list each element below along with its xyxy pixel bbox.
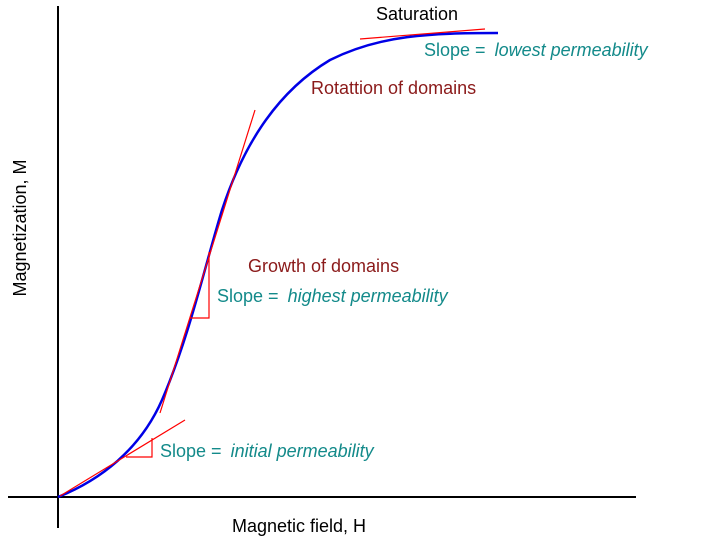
magnetization-curve xyxy=(57,31,499,499)
x-axis-label: Magnetic field, H xyxy=(232,516,367,536)
highest-slope-triangle xyxy=(190,252,210,319)
initial-slope-triangle xyxy=(126,438,153,458)
initial-tangent-line xyxy=(59,419,186,497)
slope-highest-label: Slope = highest permeability xyxy=(217,285,448,307)
lowest-permeability-text: lowest permeability xyxy=(494,40,648,60)
slope-lowest-label: Slope = lowest permeability xyxy=(424,39,648,61)
lowest-tangent-line xyxy=(359,28,486,40)
slope-prefix: Slope = xyxy=(160,441,222,461)
slope-prefix: Slope = xyxy=(424,40,486,60)
rotation-of-domains-label: Rotattion of domains xyxy=(311,78,477,98)
highest-tangent-line xyxy=(159,109,256,414)
highest-permeability-text: highest permeability xyxy=(287,286,448,306)
slope-prefix: Slope = xyxy=(217,286,279,306)
initial-permeability-text: initial permeability xyxy=(230,441,374,461)
slope-initial-label: Slope = initial permeability xyxy=(160,440,374,462)
growth-of-domains-label: Growth of domains xyxy=(248,256,400,276)
saturation-label: Saturation xyxy=(376,4,459,24)
y-axis-label: Magnetization, M xyxy=(10,159,30,297)
